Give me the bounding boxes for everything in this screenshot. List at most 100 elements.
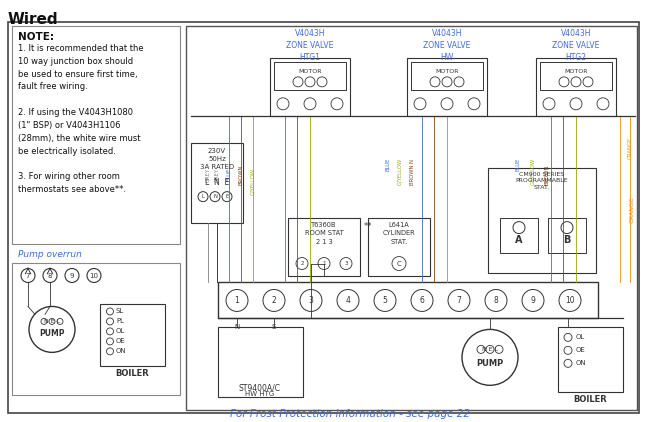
Text: SL: SL <box>116 308 124 314</box>
Circle shape <box>222 192 232 202</box>
FancyBboxPatch shape <box>407 58 487 116</box>
Text: NOTE:: NOTE: <box>18 32 54 42</box>
Circle shape <box>543 98 555 110</box>
FancyBboxPatch shape <box>558 327 623 392</box>
Text: 3: 3 <box>309 296 313 305</box>
Text: G/YELLOW: G/YELLOW <box>397 158 402 185</box>
Text: 1: 1 <box>322 261 325 266</box>
FancyBboxPatch shape <box>186 26 637 410</box>
FancyBboxPatch shape <box>540 62 612 90</box>
Text: ST9400A/C: ST9400A/C <box>239 383 281 392</box>
Text: MOTOR: MOTOR <box>298 69 322 74</box>
Text: 230V
50Hz
3A RATED: 230V 50Hz 3A RATED <box>200 148 234 170</box>
Circle shape <box>318 257 330 270</box>
Text: 3: 3 <box>344 261 347 266</box>
Text: BOILER: BOILER <box>573 395 607 404</box>
Circle shape <box>430 77 440 87</box>
Circle shape <box>561 222 573 234</box>
Text: 1: 1 <box>235 296 239 305</box>
Text: MOTOR: MOTOR <box>564 69 587 74</box>
Circle shape <box>485 289 507 311</box>
Text: 2: 2 <box>272 296 276 305</box>
Circle shape <box>340 257 352 270</box>
Text: HW HTG: HW HTG <box>245 391 274 397</box>
FancyBboxPatch shape <box>270 58 350 116</box>
Text: N E L: N E L <box>44 319 60 324</box>
Text: BROWN N: BROWN N <box>410 159 415 185</box>
Text: V4043H
ZONE VALVE
HW: V4043H ZONE VALVE HW <box>423 29 470 62</box>
Text: PUMP: PUMP <box>476 359 503 368</box>
Circle shape <box>462 330 518 385</box>
Circle shape <box>107 318 113 325</box>
Circle shape <box>454 77 464 87</box>
Circle shape <box>477 345 485 353</box>
Text: GREY: GREY <box>215 168 219 182</box>
Text: PUMP: PUMP <box>39 329 65 338</box>
Circle shape <box>65 268 79 282</box>
Text: 10: 10 <box>89 273 98 279</box>
Text: BOILER: BOILER <box>115 369 149 379</box>
FancyBboxPatch shape <box>218 282 598 319</box>
Text: 4: 4 <box>345 296 351 305</box>
Text: MOTOR: MOTOR <box>435 69 459 74</box>
FancyBboxPatch shape <box>8 22 639 413</box>
Circle shape <box>468 98 480 110</box>
FancyBboxPatch shape <box>12 26 180 243</box>
Text: L  N  E: L N E <box>205 178 229 187</box>
Circle shape <box>49 319 55 325</box>
FancyBboxPatch shape <box>218 327 303 397</box>
Text: T6360B
ROOM STAT
2 1 3: T6360B ROOM STAT 2 1 3 <box>305 222 344 245</box>
Text: 7: 7 <box>26 273 30 279</box>
Circle shape <box>317 77 327 87</box>
Text: L641A
CYLINDER
STAT.: L641A CYLINDER STAT. <box>382 222 415 245</box>
Text: Wired: Wired <box>8 12 59 27</box>
Text: For Frost Protection information - see page 22: For Frost Protection information - see p… <box>230 409 470 419</box>
Text: L: L <box>202 194 204 199</box>
Circle shape <box>442 77 452 87</box>
Text: Pump overrun: Pump overrun <box>18 249 82 259</box>
Text: OE: OE <box>576 347 586 353</box>
Circle shape <box>411 289 433 311</box>
Circle shape <box>198 192 208 202</box>
FancyBboxPatch shape <box>274 62 346 90</box>
Text: 7: 7 <box>457 296 461 305</box>
Text: G/YELLOW: G/YELLOW <box>531 158 536 185</box>
Text: 10: 10 <box>565 296 575 305</box>
Circle shape <box>21 268 35 282</box>
Circle shape <box>210 192 220 202</box>
Text: PL: PL <box>116 319 124 325</box>
Circle shape <box>226 289 248 311</box>
Circle shape <box>107 308 113 315</box>
Text: G/YELLOW: G/YELLOW <box>250 168 256 195</box>
Circle shape <box>296 257 308 270</box>
Circle shape <box>300 289 322 311</box>
FancyBboxPatch shape <box>12 262 180 395</box>
Text: N: N <box>234 325 239 330</box>
Circle shape <box>522 289 544 311</box>
Circle shape <box>374 289 396 311</box>
Text: C: C <box>397 260 401 267</box>
Circle shape <box>293 77 303 87</box>
Circle shape <box>305 77 315 87</box>
Text: BLUE: BLUE <box>226 168 232 181</box>
Text: ON: ON <box>116 349 127 354</box>
Text: E: E <box>225 194 228 199</box>
Circle shape <box>597 98 609 110</box>
FancyBboxPatch shape <box>100 304 165 366</box>
Text: 1. It is recommended that the
10 way junction box should
be used to ensure first: 1. It is recommended that the 10 way jun… <box>18 44 144 194</box>
Text: N: N <box>213 194 217 199</box>
Circle shape <box>304 98 316 110</box>
Text: BLUE: BLUE <box>516 158 520 171</box>
Circle shape <box>29 306 75 352</box>
FancyBboxPatch shape <box>191 143 243 222</box>
FancyBboxPatch shape <box>548 218 586 252</box>
Text: BLUE: BLUE <box>386 158 391 171</box>
Circle shape <box>414 98 426 110</box>
Text: 8: 8 <box>48 273 52 279</box>
Circle shape <box>107 338 113 345</box>
Text: S: S <box>272 325 276 330</box>
Text: N E L: N E L <box>482 347 498 352</box>
Text: 5: 5 <box>382 296 388 305</box>
Text: OE: OE <box>116 338 126 344</box>
Circle shape <box>41 319 47 325</box>
